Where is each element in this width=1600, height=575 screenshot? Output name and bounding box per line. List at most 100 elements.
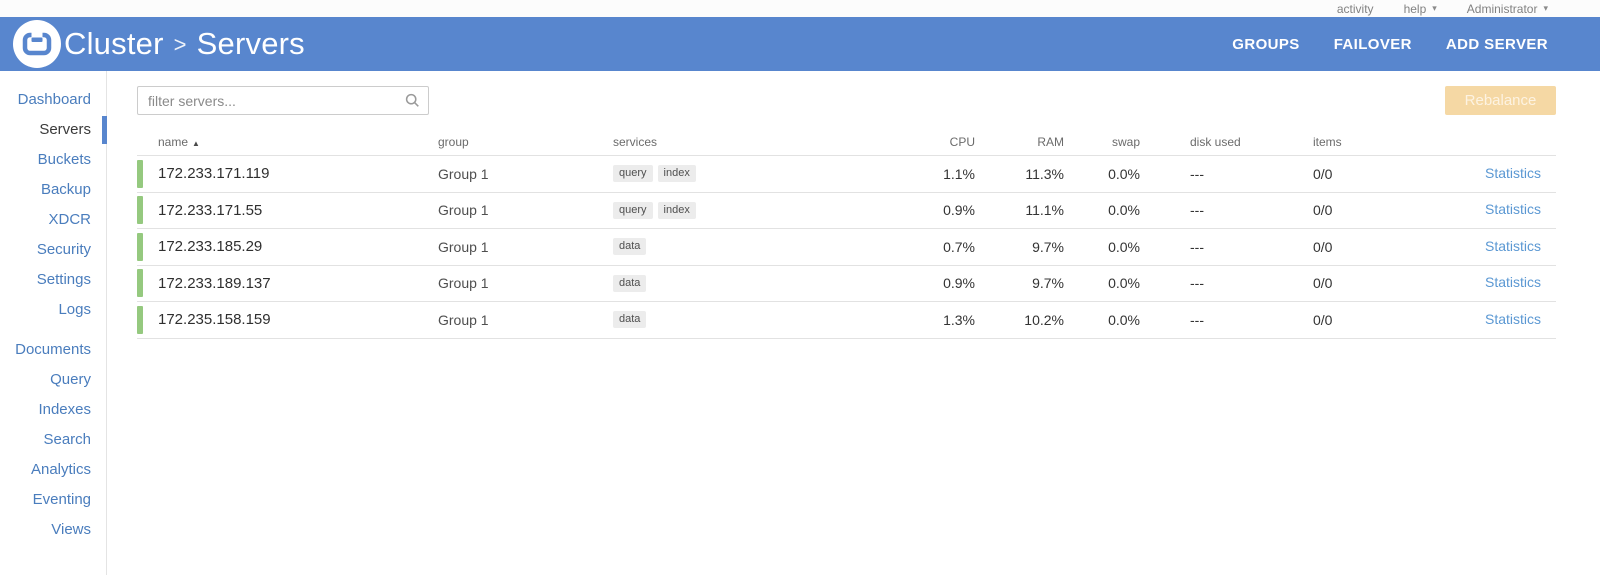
server-group: Group 1: [438, 202, 489, 219]
column-header-cpu[interactable]: CPU: [949, 134, 975, 149]
table-row[interactable]: 172.233.189.137 Group 1 data 0.9% 9.7% 0…: [137, 265, 1556, 302]
sidebar-item-buckets[interactable]: Buckets: [37, 151, 91, 168]
main-panel: Rebalance name▲ group services CPU RAM swap di…: [107, 71, 1600, 575]
server-items: 0/0: [1313, 165, 1333, 182]
server-health-bar: [137, 196, 143, 225]
statistics-link[interactable]: Statistics: [1484, 164, 1541, 181]
sort-asc-icon: ▲: [192, 138, 200, 148]
table-row[interactable]: 172.233.171.119 Group 1 query index 1.1% …: [137, 156, 1556, 193]
sidebar-item-query[interactable]: Query: [50, 371, 91, 388]
service-badge-data: data: [613, 238, 647, 256]
failover-button[interactable]: FAILOVER: [1333, 35, 1412, 53]
table-row[interactable]: 172.233.185.29 Group 1 data 0.7% 9.7% 0.…: [137, 229, 1556, 266]
server-name: 172.233.171.55: [158, 201, 263, 219]
server-cpu: 0.9%: [943, 202, 975, 219]
rebalance-button[interactable]: Rebalance: [1445, 86, 1556, 115]
server-stats-cell: Statistics: [1423, 201, 1556, 219]
server-group: Group 1: [438, 165, 489, 182]
row-bar-cell: [137, 156, 143, 192]
user-menu[interactable]: Administrator ▾: [1467, 2, 1548, 16]
user-menu-label: Administrator: [1466, 1, 1538, 16]
activity-link[interactable]: activity: [1336, 1, 1374, 16]
topbar: activity help ▾ Administrator ▾: [0, 0, 1600, 17]
sidebar-item-settings[interactable]: Settings: [36, 271, 91, 288]
server-services: data: [613, 311, 880, 329]
server-services: query index: [613, 165, 880, 183]
statistics-link[interactable]: Statistics: [1484, 310, 1541, 327]
chevron-right-icon: >: [173, 32, 187, 57]
breadcrumb-cluster[interactable]: Cluster: [64, 26, 164, 61]
server-swap: 0.0%: [1108, 202, 1140, 219]
column-header-group[interactable]: group: [438, 134, 469, 149]
service-badge-data: data: [613, 311, 647, 329]
add-server-button[interactable]: ADD SERVER: [1445, 35, 1548, 53]
servers-table: name ▲ group services CPU RAM swap disk used ite…: [137, 128, 1556, 339]
sidebar: Dashboard Servers Buckets Backup XDCR Securit…: [0, 71, 107, 575]
sidebar-primary-nav: Dashboard Servers Buckets Backup XDCR Securit…: [0, 85, 107, 325]
sidebar-item-security[interactable]: Security: [36, 241, 91, 258]
server-disk-used: ---: [1190, 311, 1204, 328]
row-bar-cell: [137, 229, 143, 265]
sidebar-item-views[interactable]: Views: [51, 521, 91, 538]
column-header-name[interactable]: name ▲: [158, 134, 200, 149]
column-header-swap[interactable]: swap: [1111, 134, 1140, 149]
statistics-link[interactable]: Statistics: [1484, 274, 1541, 291]
sidebar-item-servers[interactable]: Servers: [0, 115, 107, 145]
server-disk-used: ---: [1190, 202, 1204, 219]
statistics-link[interactable]: Statistics: [1484, 201, 1541, 218]
filter-input[interactable]: [137, 86, 429, 115]
server-disk-used: ---: [1190, 275, 1204, 292]
content: Dashboard Servers Buckets Backup XDCR Securit…: [0, 71, 1600, 575]
server-stats-cell: Statistics: [1423, 238, 1556, 256]
server-stats-cell: Statistics: [1423, 165, 1556, 183]
header-actions: GROUPS FAILOVER ADD SERVER: [1232, 36, 1600, 53]
server-health-bar: [137, 305, 143, 334]
server-cpu: 1.3%: [943, 311, 975, 328]
server-name: 172.233.171.119: [158, 165, 270, 183]
table-body: 172.233.171.119 Group 1 query index 1.1% …: [137, 155, 1556, 339]
sidebar-item-indexes[interactable]: Indexes: [38, 401, 91, 418]
row-bar-cell: [137, 302, 143, 338]
server-swap: 0.0%: [1108, 275, 1140, 292]
breadcrumb: Cluster > Servers: [64, 26, 305, 62]
sidebar-item-xdcr[interactable]: XDCR: [48, 211, 91, 228]
table-row[interactable]: 172.233.171.55 Group 1 query index 0.9% 1…: [137, 192, 1556, 229]
sidebar-item-search[interactable]: Search: [43, 431, 91, 448]
service-badge-index: index: [657, 165, 696, 183]
table-row[interactable]: 172.235.158.159 Group 1 data 1.3% 10.2% …: [137, 302, 1556, 339]
server-items: 0/0: [1313, 311, 1333, 328]
server-swap: 0.0%: [1108, 238, 1140, 255]
sidebar-secondary-nav: Documents Query Indexes Search Analytics Even…: [0, 335, 106, 545]
server-health-bar: [137, 232, 143, 261]
server-items: 0/0: [1313, 202, 1333, 219]
server-ram: 9.7%: [1032, 238, 1064, 255]
statistics-link[interactable]: Statistics: [1484, 237, 1541, 254]
server-swap: 0.0%: [1108, 165, 1140, 182]
groups-button[interactable]: GROUPS: [1232, 35, 1300, 53]
server-swap: 0.0%: [1108, 311, 1140, 328]
help-menu[interactable]: help ▾: [1404, 2, 1437, 16]
service-badge-data: data: [613, 274, 647, 292]
sidebar-item-logs[interactable]: Logs: [58, 301, 91, 318]
sidebar-item-analytics[interactable]: Analytics: [30, 461, 91, 478]
column-header-items[interactable]: items: [1313, 134, 1342, 149]
sidebar-item-backup[interactable]: Backup: [40, 181, 91, 198]
server-items: 0/0: [1313, 238, 1333, 255]
server-cpu: 0.7%: [943, 238, 975, 255]
server-stats-cell: Statistics: [1423, 311, 1556, 329]
server-cpu: 1.1%: [943, 165, 975, 182]
server-ram: 11.3%: [1025, 165, 1064, 182]
server-disk-used: ---: [1190, 165, 1204, 182]
column-header-disk[interactable]: disk used: [1190, 134, 1241, 149]
service-badge-query: query: [613, 165, 653, 183]
sidebar-item-documents[interactable]: Documents: [15, 341, 91, 358]
server-group: Group 1: [438, 275, 489, 292]
column-header-services[interactable]: services: [613, 134, 658, 149]
column-header-ram[interactable]: RAM: [1037, 134, 1064, 149]
sidebar-item-eventing[interactable]: Eventing: [32, 491, 91, 508]
caret-down-icon: ▾: [1543, 3, 1548, 13]
server-group: Group 1: [438, 238, 489, 255]
sidebar-item-dashboard[interactable]: Dashboard: [17, 91, 91, 108]
row-bar-cell: [137, 193, 143, 229]
